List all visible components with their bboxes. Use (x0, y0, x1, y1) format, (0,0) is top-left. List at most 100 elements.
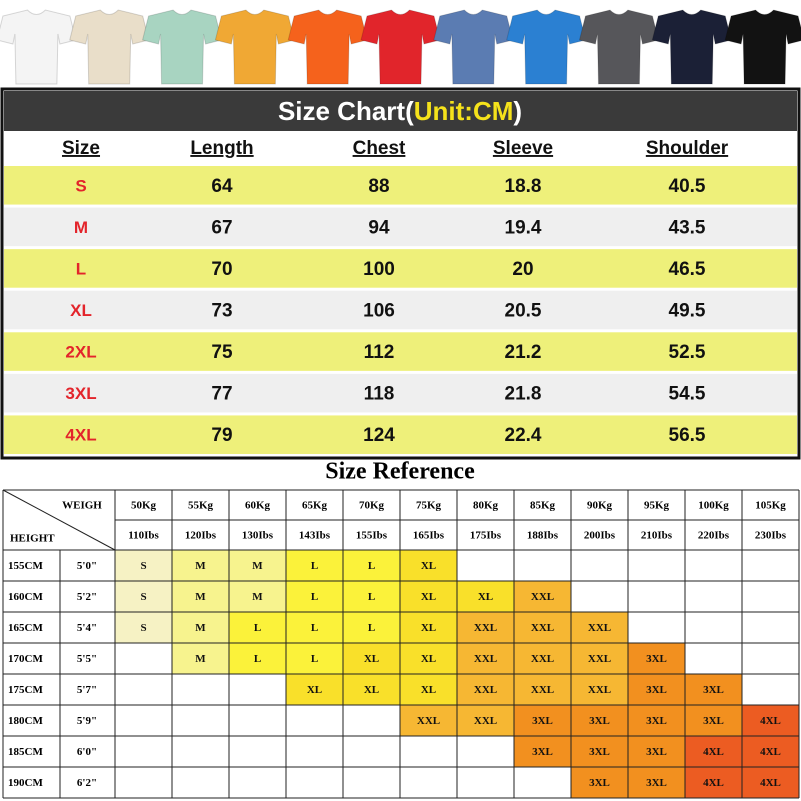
height-label: HEIGHT (10, 533, 55, 545)
measurement: 18.8 (505, 176, 542, 197)
chart-row-band (4, 415, 797, 454)
weight-kg: 90Kg (587, 500, 613, 512)
size-cell (400, 581, 457, 612)
size-value: XXL (531, 653, 554, 665)
size-value: M (195, 622, 206, 634)
size-cell (685, 736, 742, 767)
grid-line (2, 489, 116, 551)
weight-lbs: 188Ibs (527, 530, 559, 542)
measurement: 21.8 (505, 384, 542, 405)
size-value: S (140, 622, 146, 634)
size-cell (172, 643, 229, 674)
size-cell (514, 674, 571, 705)
chart-row-band (4, 207, 797, 247)
size-cell (115, 612, 172, 643)
size-cell (457, 612, 514, 643)
height-cm: 185CM (8, 746, 43, 758)
size-label: M (74, 218, 88, 237)
size-cell (286, 674, 343, 705)
weight-kg: 100Kg (698, 500, 729, 512)
size-cell (742, 736, 799, 767)
measurement: 52.5 (669, 342, 706, 363)
size-cell (628, 643, 685, 674)
size-cell (514, 736, 571, 767)
size-value: M (195, 560, 206, 572)
measurement: 20.5 (505, 301, 542, 322)
height-ft: 5'5" (77, 653, 97, 665)
size-value: L (368, 591, 375, 603)
size-cell (229, 550, 286, 581)
weight-kg: 50Kg (131, 500, 157, 512)
size-cell (571, 705, 628, 736)
weight-kg: 105Kg (755, 500, 786, 512)
weight-kg: 60Kg (245, 500, 271, 512)
weight-kg: 80Kg (473, 500, 499, 512)
size-chart-title: Size Chart(Unit:CM) (278, 96, 522, 126)
title-text: Size Chart( (278, 96, 414, 126)
measurement: 73 (211, 301, 232, 322)
size-value: 3XL (532, 746, 553, 758)
size-cell (286, 643, 343, 674)
shirt (360, 9, 441, 85)
size-cell (742, 705, 799, 736)
chart-row-band (4, 332, 797, 371)
weight-kg: 85Kg (530, 500, 556, 512)
height-cm: 175CM (8, 684, 43, 696)
height-cm: 165CM (8, 622, 43, 634)
size-cell (115, 550, 172, 581)
shirt (0, 9, 77, 85)
size-value: 4XL (703, 746, 724, 758)
measurement: 77 (211, 384, 232, 405)
size-cell (286, 612, 343, 643)
size-value: M (252, 591, 263, 603)
size-value: 3XL (703, 715, 724, 727)
size-cell (571, 767, 628, 798)
size-cell (343, 674, 400, 705)
size-value: XL (307, 684, 322, 696)
weight-lbs: 230Ibs (755, 530, 787, 542)
size-value: S (140, 560, 146, 572)
size-cell (115, 581, 172, 612)
weight-lbs: 220Ibs (698, 530, 730, 542)
height-cm: 170CM (8, 653, 43, 665)
size-value: L (254, 653, 261, 665)
shirt (433, 9, 514, 85)
size-cell (514, 705, 571, 736)
measurement: 46.5 (669, 259, 706, 280)
size-cell (742, 767, 799, 798)
size-cell (628, 767, 685, 798)
shirt (651, 9, 732, 85)
shirt (214, 9, 295, 85)
weight-lbs: 143Ibs (299, 530, 331, 542)
weight-kg: 95Kg (644, 500, 670, 512)
column-header: Chest (353, 138, 406, 159)
size-value: 3XL (646, 746, 667, 758)
height-cm: 155CM (8, 560, 43, 572)
measurement: 75 (211, 342, 233, 363)
size-cell (343, 612, 400, 643)
weight-lbs: 200Ibs (584, 530, 616, 542)
height-ft: 5'9" (77, 715, 97, 727)
shirt (69, 9, 150, 85)
size-value: 3XL (646, 777, 667, 789)
size-value: XXL (588, 653, 611, 665)
size-value: XL (364, 653, 379, 665)
measurement: 64 (211, 176, 233, 197)
title-end: ) (513, 96, 522, 126)
size-cell (628, 674, 685, 705)
height-cm: 190CM (8, 777, 43, 789)
size-cell (514, 581, 571, 612)
height-cm: 180CM (8, 715, 43, 727)
size-label: L (76, 259, 86, 278)
measurement: 118 (364, 384, 395, 405)
size-cell (229, 643, 286, 674)
column-header: Length (190, 138, 253, 159)
size-value: L (311, 653, 318, 665)
measurement: 40.5 (669, 176, 706, 197)
size-label: 4XL (65, 426, 96, 445)
size-cell (400, 612, 457, 643)
size-value: 4XL (760, 777, 781, 789)
measurement: 112 (364, 342, 395, 363)
size-value: 4XL (760, 746, 781, 758)
